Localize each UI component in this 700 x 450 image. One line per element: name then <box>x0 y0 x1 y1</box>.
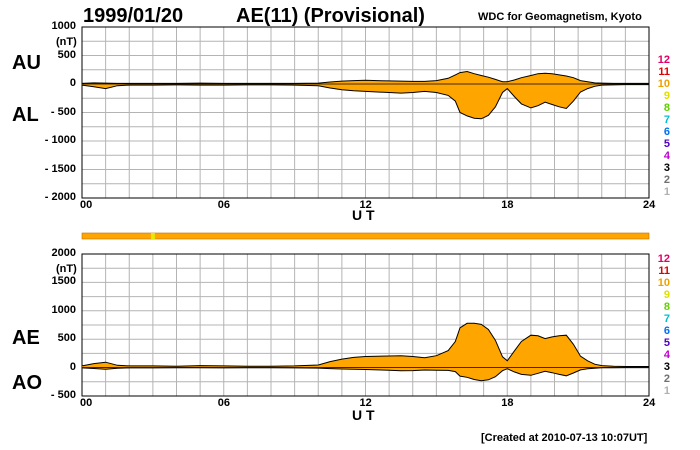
x-tick-label: 06 <box>217 397 230 409</box>
station-number-label: 10 <box>657 78 670 90</box>
station-number-label: 4 <box>663 349 670 361</box>
y-tick-label: - 1500 <box>44 162 76 175</box>
station-number-label: 5 <box>663 337 670 349</box>
y-tick-label: 0 <box>69 77 76 89</box>
ao-label: AO <box>12 372 42 394</box>
station-number-label: 7 <box>663 114 670 126</box>
panel1-x-title: U T <box>352 207 375 223</box>
station-number-label: 8 <box>663 102 670 114</box>
y-tick-label: - 1000 <box>44 134 76 146</box>
y-tick-label: 1000 <box>51 303 76 316</box>
y-tick-label: - 500 <box>50 105 76 118</box>
station-number-label: 11 <box>658 265 670 277</box>
y-tick-label: - 2000 <box>44 191 76 203</box>
plot-frame <box>81 253 650 397</box>
station-number-label: 7 <box>663 313 670 325</box>
station-number-label: 9 <box>663 90 670 102</box>
series-ae-line <box>81 322 649 367</box>
series-al-line <box>81 84 649 120</box>
station-number-label: 6 <box>663 325 670 337</box>
station-number-label: 12 <box>657 54 670 66</box>
chart-title: AE(11) (Provisional) <box>236 5 425 27</box>
station-number-label: 6 <box>663 126 670 138</box>
station-number-label: 8 <box>663 301 670 313</box>
x-tick-label: 00 <box>80 199 93 211</box>
station-number-label: 1 <box>663 385 670 397</box>
y-tick-label: 2000 <box>51 247 76 259</box>
date-label: 1999/01/20 <box>83 5 184 27</box>
y-tick-label: 500 <box>57 332 76 345</box>
station-number-label: 2 <box>663 174 670 186</box>
station-number-label: 2 <box>663 373 670 385</box>
status-bar-highlight <box>150 233 155 239</box>
plot-frame <box>81 26 650 199</box>
ae-label: AE <box>12 327 40 349</box>
data-status-bar <box>81 232 650 240</box>
x-tick-label: 06 <box>217 199 230 211</box>
source-label: WDC for Geomagnetism, Kyoto <box>478 11 642 23</box>
y-tick-label: 1000 <box>51 20 76 32</box>
x-tick-label: 24 <box>643 397 656 409</box>
x-tick-label: 00 <box>80 397 93 409</box>
created-timestamp: [Created at 2010-07-13 10:07UT] <box>481 432 648 444</box>
y-tick-label: 500 <box>57 48 76 61</box>
y-tick-label: - 500 <box>50 389 76 401</box>
panel2-unit: (nT) <box>56 263 77 275</box>
station-number-label: 3 <box>663 162 670 174</box>
station-number-label: 3 <box>663 361 670 373</box>
x-tick-label: 18 <box>501 199 514 211</box>
x-tick-label: 12 <box>359 397 372 409</box>
panel2-x-title: U T <box>352 407 375 423</box>
station-number-label: 12 <box>657 253 670 265</box>
series-au-line <box>81 70 649 84</box>
y-tick-label: 1500 <box>51 275 76 288</box>
y-tick-label: 0 <box>69 360 76 373</box>
station-number-label: 1 <box>663 186 670 198</box>
station-number-label: 5 <box>663 138 670 150</box>
x-tick-label: 24 <box>643 199 656 211</box>
au-label: AU <box>12 52 41 74</box>
al-label: AL <box>12 104 39 126</box>
panel1-unit: (nT) <box>56 36 77 48</box>
station-number-label: 10 <box>657 277 670 289</box>
station-number-label: 11 <box>658 66 670 78</box>
station-number-label: 9 <box>663 289 670 301</box>
station-number-label: 4 <box>663 150 670 162</box>
x-tick-label: 12 <box>359 199 372 211</box>
x-tick-label: 18 <box>501 397 514 409</box>
